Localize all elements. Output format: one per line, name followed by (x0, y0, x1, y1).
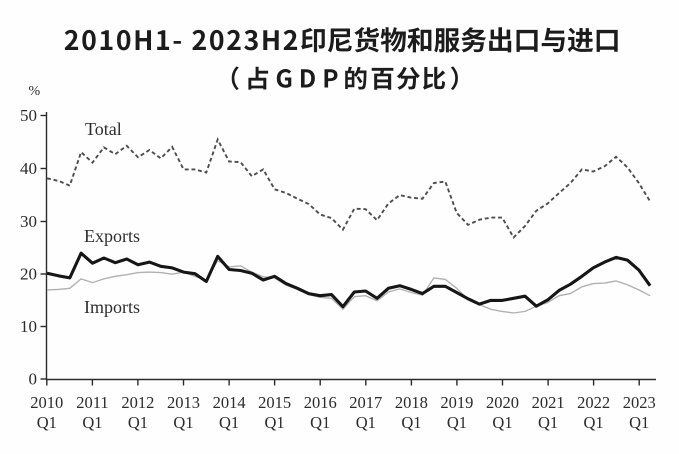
svg-text:2019: 2019 (440, 393, 473, 412)
svg-text:Q1: Q1 (356, 413, 376, 432)
svg-text:Q1: Q1 (82, 413, 102, 432)
svg-text:Q1: Q1 (219, 413, 239, 432)
svg-text:2022: 2022 (577, 393, 610, 412)
svg-text:2010: 2010 (30, 393, 63, 412)
svg-text:Q1: Q1 (629, 413, 649, 432)
svg-text:0: 0 (29, 370, 38, 389)
svg-text:2018: 2018 (395, 393, 428, 412)
svg-text:Q1: Q1 (401, 413, 421, 432)
svg-text:50: 50 (20, 106, 37, 125)
svg-text:2011: 2011 (76, 393, 108, 412)
svg-text:2017: 2017 (349, 393, 382, 412)
svg-text:Q1: Q1 (584, 413, 604, 432)
svg-text:Q1: Q1 (173, 413, 193, 432)
svg-text:20: 20 (20, 265, 37, 284)
svg-text:2013: 2013 (167, 393, 200, 412)
svg-text:Q1: Q1 (492, 413, 512, 432)
svg-text:Q1: Q1 (128, 413, 148, 432)
svg-text:Exports: Exports (84, 226, 140, 246)
svg-text:2012: 2012 (121, 393, 154, 412)
svg-text:30: 30 (20, 212, 37, 231)
svg-text:2023: 2023 (623, 393, 656, 412)
svg-text:10: 10 (20, 317, 37, 336)
svg-text:2015: 2015 (258, 393, 291, 412)
svg-text:Q1: Q1 (37, 413, 57, 432)
svg-text:Q1: Q1 (265, 413, 285, 432)
svg-text:%: % (29, 84, 41, 99)
svg-text:Total: Total (85, 119, 122, 139)
svg-text:Q1: Q1 (310, 413, 330, 432)
svg-text:40: 40 (20, 159, 37, 178)
svg-text:2014: 2014 (213, 393, 246, 412)
svg-text:Imports: Imports (84, 297, 140, 317)
svg-text:2016: 2016 (304, 393, 337, 412)
svg-text:Q1: Q1 (538, 413, 558, 432)
svg-text:2021: 2021 (532, 393, 565, 412)
svg-text:2020: 2020 (486, 393, 519, 412)
svg-text:Q1: Q1 (447, 413, 467, 432)
